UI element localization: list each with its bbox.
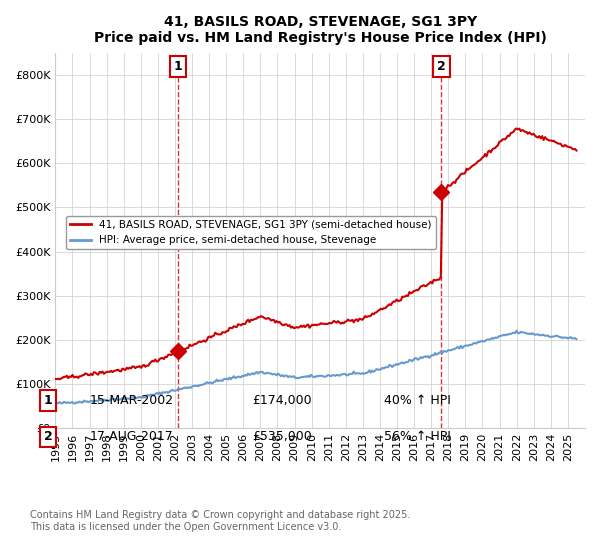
Text: 2: 2 [437, 60, 446, 73]
Text: 17-AUG-2017: 17-AUG-2017 [90, 430, 174, 444]
Text: 40% ↑ HPI: 40% ↑ HPI [384, 394, 451, 407]
Text: 1: 1 [174, 60, 183, 73]
Text: Contains HM Land Registry data © Crown copyright and database right 2025.
This d: Contains HM Land Registry data © Crown c… [30, 510, 410, 531]
Title: 41, BASILS ROAD, STEVENAGE, SG1 3PY
Price paid vs. HM Land Registry's House Pric: 41, BASILS ROAD, STEVENAGE, SG1 3PY Pric… [94, 15, 547, 45]
Text: 15-MAR-2002: 15-MAR-2002 [90, 394, 174, 407]
Text: 1: 1 [44, 394, 52, 407]
Text: £174,000: £174,000 [252, 394, 311, 407]
Text: 56% ↑ HPI: 56% ↑ HPI [384, 430, 451, 444]
Text: 2: 2 [44, 430, 52, 444]
Text: £535,000: £535,000 [252, 430, 312, 444]
Legend: 41, BASILS ROAD, STEVENAGE, SG1 3PY (semi-detached house), HPI: Average price, s: 41, BASILS ROAD, STEVENAGE, SG1 3PY (sem… [66, 216, 436, 249]
